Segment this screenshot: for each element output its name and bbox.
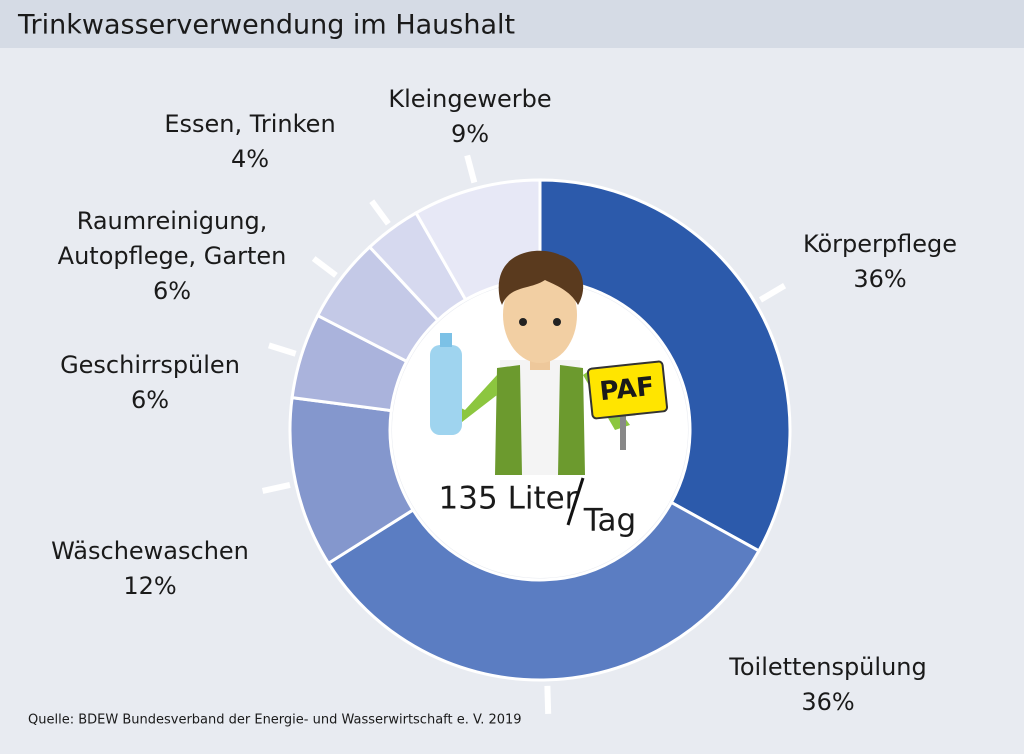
category-label: Geschirrspülen: [60, 351, 240, 379]
category-label: Körperpflege: [803, 230, 957, 258]
source: Quelle: BDEW Bundesverband der Energie- …: [28, 713, 522, 728]
leader-line: [758, 283, 787, 303]
sign: [586, 360, 669, 420]
category-label: Kleingewerbe: [388, 85, 551, 113]
value-label: 4%: [231, 145, 269, 173]
sign-post: [620, 405, 626, 450]
value-label: 36%: [853, 265, 906, 293]
value-label: 36%: [801, 688, 854, 716]
leader-line: [261, 481, 291, 494]
category-label: Toilettenspülung: [728, 653, 926, 681]
arm-left: [455, 375, 497, 422]
value-label: 6%: [131, 386, 169, 414]
eye: [553, 318, 561, 326]
value-label: 6%: [153, 277, 191, 305]
value-label: 12%: [123, 572, 176, 600]
vest: [495, 365, 585, 475]
illustration: PAF 135 Liter Tag: [392, 250, 688, 578]
category-label: Essen, Trinken: [164, 110, 335, 138]
sign-text: PAF: [598, 372, 655, 408]
donut: [261, 154, 792, 714]
category-label: Autopflege, Garten: [58, 242, 287, 270]
category-label: Raumreinigung,: [77, 207, 268, 235]
title-bar: [0, 0, 1024, 48]
hair: [498, 250, 584, 305]
donut-segment: [326, 500, 761, 682]
face: [503, 267, 577, 363]
bottle: [430, 345, 462, 435]
center-slash: [566, 477, 585, 526]
center-amount: 135 Liter: [439, 481, 578, 517]
leader-line: [544, 685, 552, 714]
eye: [519, 318, 527, 326]
leader-line: [311, 256, 338, 278]
donut-segment: [538, 178, 792, 553]
chart-title: Trinkwasserverwendung im Haushalt: [17, 10, 515, 41]
value-label: 9%: [451, 120, 489, 148]
bottle-cap: [440, 333, 452, 347]
category-label: Wäschewaschen: [51, 537, 249, 565]
center-unit: Tag: [583, 503, 636, 539]
leader-line: [464, 154, 478, 184]
leader-line: [268, 342, 297, 357]
leader-line: [369, 199, 391, 226]
